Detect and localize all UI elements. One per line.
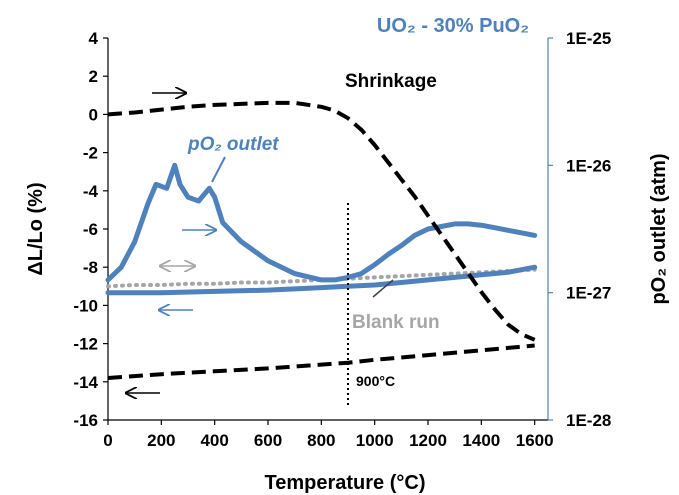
y-left-tick-label: -6 — [83, 220, 98, 239]
series-line-po-outlet-cooling — [105, 264, 538, 296]
y-right-ticks: 1E-25 1E-26 1E-27 1E-28 — [548, 29, 611, 430]
series-line-cooling — [107, 343, 535, 380]
blank-leader-line — [372, 279, 394, 298]
series-line-po-outlet-heating — [105, 162, 538, 283]
y-right-tick-label: 1E-26 — [566, 156, 611, 175]
y-left-tick-label: -8 — [83, 258, 98, 277]
x-tick-label: 200 — [147, 431, 175, 450]
series-line-shrinkage — [107, 100, 536, 342]
temp-marker-label: 900°C — [356, 373, 395, 389]
x-tick-label: 800 — [307, 431, 335, 450]
x-axis-title: Temperature (°C) — [265, 472, 426, 494]
y-left-tick-label: -10 — [73, 296, 98, 315]
y-left-tick-label: -12 — [73, 335, 98, 354]
po2-leader-line — [211, 156, 226, 183]
chart-title: UO₂ - 30% PuO₂ — [377, 15, 529, 37]
y-right-tick-label: 1E-27 — [566, 284, 611, 303]
y-left-ticks: 4 2 0 -2 -4 -6 -8 -10 -12 -14 -16 — [73, 29, 108, 430]
series-layer — [105, 100, 538, 380]
y-left-tick-label: 4 — [89, 29, 99, 48]
y-left-tick-label: 2 — [89, 67, 98, 86]
y-left-tick-label: -4 — [83, 182, 99, 201]
y-right-axis-title: pO₂ outlet (atm) — [648, 153, 670, 304]
y-left-tick-label: -16 — [73, 411, 98, 430]
po2-outlet-label: pO₂ outlet — [187, 134, 279, 155]
x-tick-label: 1200 — [409, 431, 447, 450]
y-left-tick-label: 0 — [89, 105, 98, 124]
x-tick-label: 400 — [200, 431, 228, 450]
x-ticks: 0 200 400 600 800 1000 1200 1400 1600 — [103, 420, 554, 450]
shrinkage-label: Shrinkage — [345, 71, 437, 92]
x-tick-label: 1000 — [356, 431, 394, 450]
blank-run-label: Blank run — [352, 312, 440, 333]
x-tick-label: 0 — [103, 431, 112, 450]
series-line-blank-run — [106, 267, 537, 289]
y-left-axis-title: ΔL/Lo (%) — [25, 182, 47, 275]
y-left-tick-label: -2 — [83, 144, 98, 163]
y-left-tick-label: -14 — [73, 373, 98, 392]
y-right-tick-label: 1E-28 — [566, 411, 611, 430]
y-right-tick-label: 1E-25 — [566, 29, 611, 48]
x-tick-label: 1600 — [516, 431, 554, 450]
x-tick-label: 1400 — [462, 431, 500, 450]
x-tick-label: 600 — [254, 431, 282, 450]
